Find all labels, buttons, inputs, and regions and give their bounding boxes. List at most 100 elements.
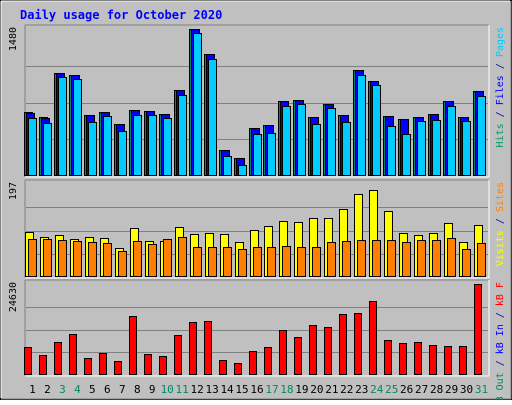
- bar-sites-day-7: [118, 251, 127, 277]
- bar-kb-f-day-24: [369, 301, 377, 375]
- legend-entry: /: [495, 306, 506, 324]
- legend-entry: Visits: [495, 230, 506, 266]
- bar-sites-day-2: [43, 239, 52, 277]
- bar-pages-day-26: [402, 134, 411, 176]
- x-tick-label-6: 6: [104, 383, 111, 396]
- x-tick-label-13: 13: [205, 383, 218, 396]
- x-tick-label-5: 5: [89, 383, 96, 396]
- bar-kb-f-day-20: [309, 325, 317, 375]
- bar-kb-f-day-16: [249, 351, 257, 375]
- bar-sites-day-14: [223, 247, 232, 277]
- x-tick-label-25: 25: [385, 383, 398, 396]
- bar-kb-f-day-12: [189, 322, 197, 375]
- panel-legend: Visits / Sites: [495, 182, 506, 266]
- bar-kb-f-day-30: [459, 346, 467, 375]
- bar-pages-day-23: [357, 75, 366, 176]
- bar-pages-day-18: [282, 106, 291, 176]
- bar-pages-day-24: [372, 85, 381, 176]
- bar-kb-f-day-23: [354, 313, 362, 375]
- bar-kb-f-day-27: [414, 342, 422, 375]
- bar-kb-f-day-4: [69, 334, 77, 375]
- bar-kb-f-day-26: [399, 343, 407, 375]
- x-tick-label-17: 17: [265, 383, 278, 396]
- bar-kb-f-day-13: [204, 321, 212, 375]
- legend-entry: Files: [495, 75, 506, 105]
- bar-sites-day-17: [267, 247, 276, 277]
- bar-pages-day-3: [58, 77, 67, 176]
- bar-sites-day-25: [387, 240, 396, 277]
- bar-sites-day-22: [342, 241, 351, 277]
- bar-sites-day-27: [417, 240, 426, 277]
- x-tick-label-23: 23: [355, 383, 368, 396]
- bar-kb-f-day-17: [264, 347, 272, 375]
- bar-pages-day-5: [88, 122, 97, 176]
- bar-sites-day-19: [297, 247, 306, 277]
- panel-visits-sites: 197 Visits / Sites: [8, 179, 506, 279]
- bar-kb-f-day-14: [219, 360, 227, 375]
- bar-pages-day-4: [73, 79, 82, 176]
- x-tick-label-31: 31: [475, 383, 488, 396]
- panel-max-label: 24630: [8, 282, 19, 312]
- bar-kb-f-day-25: [384, 340, 392, 375]
- x-tick-label-19: 19: [295, 383, 308, 396]
- bar-sites-day-30: [462, 249, 471, 277]
- bar-kb-f-day-29: [444, 346, 452, 375]
- bar-kb-f-day-21: [324, 327, 332, 375]
- bar-sites-day-6: [103, 243, 112, 277]
- bar-sites-day-28: [432, 240, 441, 277]
- bar-kb-f-day-6: [99, 353, 107, 375]
- bar-sites-day-8: [133, 241, 142, 277]
- bar-sites-day-31: [477, 243, 486, 277]
- x-tick-label-9: 9: [149, 383, 156, 396]
- legend-entry: /: [495, 354, 506, 372]
- panel-legend: Hits / Files / Pages: [495, 27, 506, 147]
- bar-pages-day-1: [28, 118, 37, 176]
- bar-kb-f-day-18: [279, 330, 287, 375]
- legend-entry: /: [495, 105, 506, 123]
- bar-pages-day-17: [267, 133, 276, 176]
- panel-legend: kB Out / kB In / kB F: [495, 282, 506, 400]
- bar-pages-day-9: [148, 115, 157, 176]
- x-tick-label-14: 14: [220, 383, 234, 396]
- x-tick-label-28: 28: [430, 383, 443, 396]
- bar-pages-day-14: [223, 156, 232, 176]
- x-tick-label-30: 30: [460, 383, 473, 396]
- x-tick-label-26: 26: [400, 383, 413, 396]
- legend-entry: /: [495, 212, 506, 230]
- bar-sites-day-13: [208, 247, 217, 277]
- bar-kb-f-day-3: [54, 342, 62, 375]
- chart-title: Daily usage for October 2020: [20, 8, 222, 22]
- bar-sites-day-26: [402, 242, 411, 277]
- bar-kb-f-day-15: [234, 363, 242, 375]
- bar-pages-day-13: [208, 59, 217, 176]
- x-tick-label-22: 22: [340, 383, 353, 396]
- x-tick-label-20: 20: [310, 383, 323, 396]
- panel-kb: 24630 kB Out / kB In / kB F: [8, 279, 506, 405]
- bar-sites-day-29: [447, 238, 456, 277]
- x-tick-label-3: 3: [59, 383, 66, 396]
- bar-kb-f-day-2: [39, 355, 47, 375]
- bar-sites-day-12: [193, 247, 202, 277]
- legend-entry: kB In: [495, 324, 506, 354]
- legend-entry: kB F: [495, 282, 506, 306]
- bar-pages-day-31: [477, 96, 486, 176]
- x-tick-label-1: 1: [29, 383, 36, 396]
- bar-sites-day-10: [163, 239, 172, 277]
- x-tick-label-21: 21: [325, 383, 338, 396]
- bar-pages-day-25: [387, 126, 396, 176]
- bar-sites-day-1: [28, 239, 37, 277]
- bar-kb-f-day-28: [429, 345, 437, 375]
- bar-pages-day-22: [342, 122, 351, 176]
- bar-sites-day-11: [178, 237, 187, 277]
- bar-pages-day-21: [327, 108, 336, 176]
- bar-kb-f-day-9: [144, 354, 152, 375]
- bar-pages-day-30: [462, 121, 471, 176]
- bar-kb-f-day-8: [129, 316, 137, 375]
- x-tick-label-29: 29: [445, 383, 458, 396]
- bar-kb-f-day-7: [114, 361, 122, 375]
- x-tick-label-15: 15: [235, 383, 248, 396]
- legend-entry: Hits: [495, 123, 506, 147]
- bar-kb-f-day-22: [339, 314, 347, 375]
- bar-pages-day-20: [312, 124, 321, 176]
